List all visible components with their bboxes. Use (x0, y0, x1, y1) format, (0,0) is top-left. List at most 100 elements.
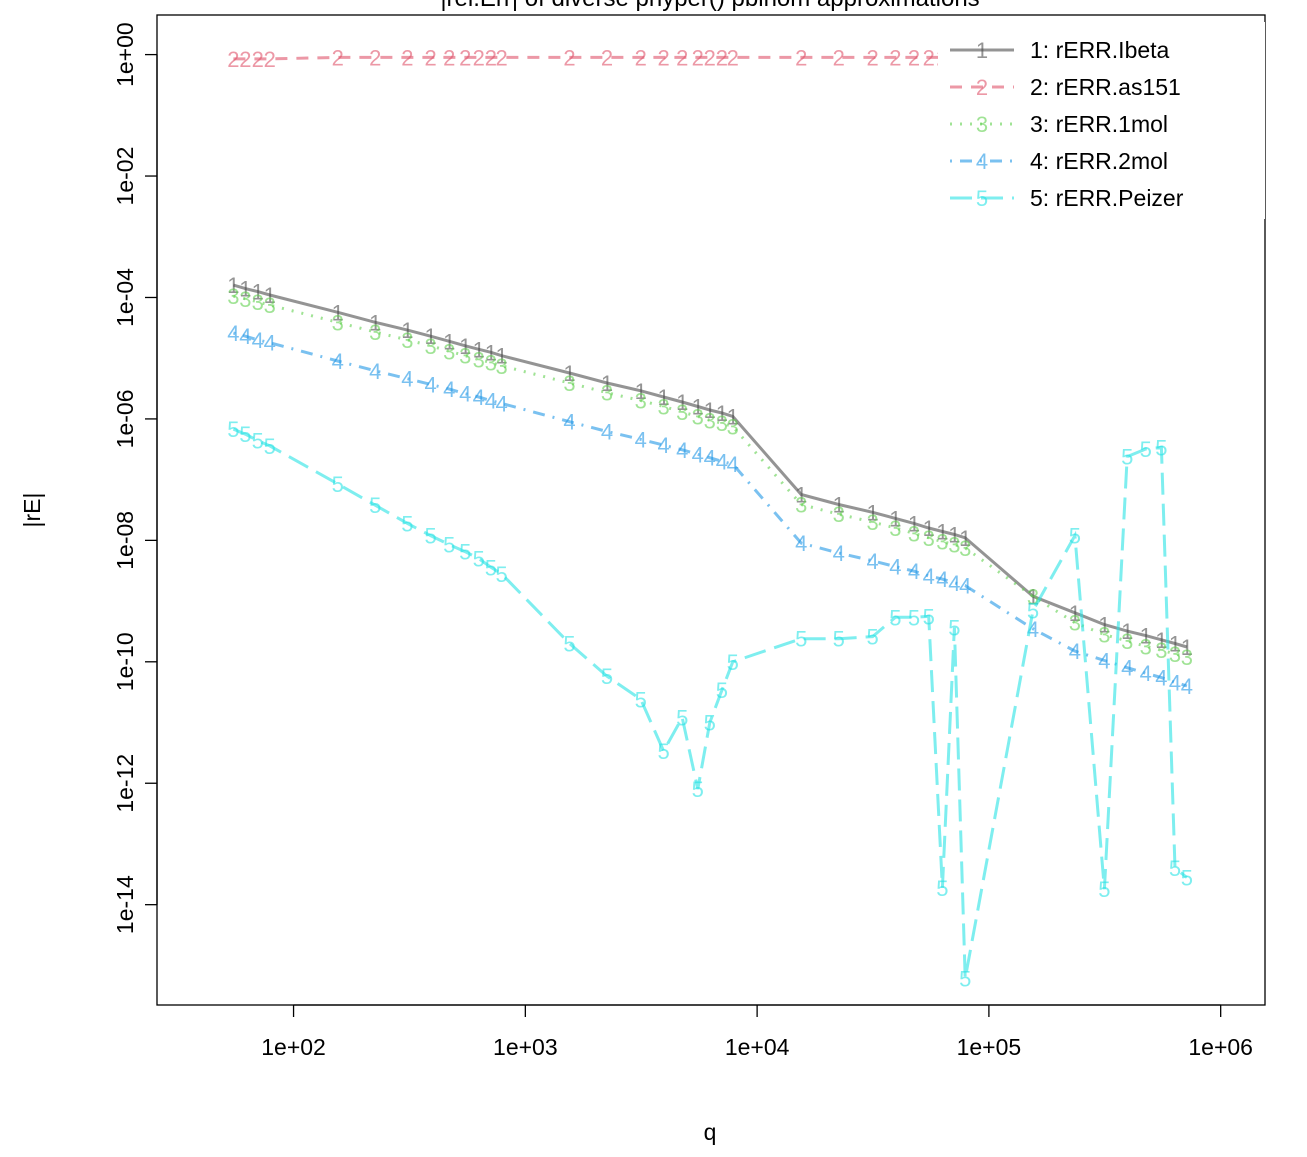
point-marker: 5 (1098, 877, 1110, 902)
legend-label: 3: rERR.1mol (1030, 111, 1168, 137)
point-marker: 3 (227, 284, 239, 309)
point-marker: 5 (866, 625, 878, 650)
point-marker: 3 (495, 354, 507, 379)
point-marker: 1 (227, 273, 239, 298)
point-marker: 1 (332, 300, 344, 325)
point-marker: 1 (833, 493, 845, 518)
point-marker: 5 (485, 555, 497, 580)
legend-item: 1 1: rERR.Ibeta (950, 37, 1170, 63)
legend-item: 3 3: rERR.1mol (950, 111, 1168, 137)
chart-title: |rel.Err| of diverse phyper() pbinom app… (440, 0, 979, 12)
point-marker: 3 (424, 334, 436, 359)
point-marker: 4 (1181, 674, 1193, 699)
point-marker: 1 (727, 404, 739, 429)
point-marker: 1 (1069, 601, 1081, 626)
point-marker: 5 (1181, 866, 1193, 891)
point-marker: 1 (1098, 613, 1110, 638)
point-marker: 5 (676, 706, 688, 731)
point-marker: 3 (485, 351, 497, 376)
x-tick-label: 1e+06 (1188, 1034, 1253, 1060)
point-marker: 1 (239, 277, 251, 302)
point-marker: 4 (889, 555, 901, 580)
x-tick-label: 1e+03 (493, 1034, 558, 1060)
point-marker: 1 (866, 500, 878, 525)
point-marker: 1 (1140, 624, 1152, 649)
point-marker: 4 (1098, 649, 1110, 674)
point-marker: 3 (563, 371, 575, 396)
point-marker: 1 (795, 483, 807, 508)
point-marker: 1 (716, 401, 728, 426)
point-marker: 1 (704, 398, 716, 423)
point-marker: 1 (424, 324, 436, 349)
point-marker: 5 (704, 711, 716, 736)
point-marker: 4 (1140, 661, 1152, 686)
point-marker: 4 (264, 331, 276, 356)
point-marker: 2 (227, 47, 239, 72)
point-marker: 5 (1069, 524, 1081, 549)
point-marker: 5 (473, 547, 485, 572)
point-marker: 1 (1181, 635, 1193, 660)
point-marker: 2 (332, 45, 344, 70)
point-marker: 1 (473, 337, 485, 362)
point-marker: 4 (495, 391, 507, 416)
x-tick-label: 1e+04 (725, 1034, 790, 1060)
point-marker: 3 (369, 320, 381, 345)
y-tick-label: 1e-02 (112, 147, 138, 206)
point-marker: 3 (727, 415, 739, 440)
point-marker: 4 (635, 427, 647, 452)
y-axis-title: |rE| (19, 493, 45, 528)
point-marker: 4 (704, 446, 716, 471)
point-marker: 2 (473, 45, 485, 70)
legend-box (938, 22, 1265, 219)
point-marker: 3 (601, 381, 613, 406)
point-marker: 3 (866, 510, 878, 535)
point-marker: 4 (252, 328, 264, 353)
point-marker: 4 (1169, 670, 1181, 695)
point-marker: 1 (676, 390, 688, 415)
point-marker: 5 (563, 632, 575, 657)
point-marker: 2 (601, 45, 613, 70)
point-marker: 2 (239, 47, 251, 72)
point-marker: 2 (833, 45, 845, 70)
point-marker: 5 (369, 493, 381, 518)
point-marker: 4 (948, 571, 960, 596)
series-line-5 (232, 427, 1188, 979)
y-tick-label: 1e-06 (112, 390, 138, 449)
y-tick-label: 1e-12 (112, 754, 138, 813)
point-marker: 1 (936, 520, 948, 545)
point-marker: 3 (459, 344, 471, 369)
point-marker: 5 (1140, 437, 1152, 462)
legend: 1 1: rERR.Ibeta 2 2: rERR.as151 3 3: rERR.1mo… (938, 22, 1265, 219)
point-marker: 5 (401, 511, 413, 536)
point-marker: 5 (716, 678, 728, 703)
point-marker: 4 (443, 377, 455, 402)
legend-item: 5 5: rERR.Peizer (950, 185, 1184, 211)
point-marker: 5 (1121, 445, 1133, 470)
point-marker: 2 (889, 45, 901, 70)
point-marker: 5 (424, 524, 436, 549)
point-marker: 5 (1027, 599, 1039, 624)
point-marker: 1 (1155, 628, 1167, 653)
point-marker: 1 (495, 344, 507, 369)
point-marker: 4 (401, 367, 413, 392)
point-marker: 4 (727, 452, 739, 477)
point-marker: 5 (795, 627, 807, 652)
y-tick-label: 1e-10 (112, 632, 138, 691)
point-marker: 2 (264, 47, 276, 72)
point-marker: 3 (1140, 634, 1152, 659)
point-marker: 1 (1169, 632, 1181, 657)
point-marker: 2 (459, 45, 471, 70)
point-marker: 3 (657, 395, 669, 420)
point-marker: 1 (459, 334, 471, 359)
point-marker: 3 (1181, 645, 1193, 670)
point-marker: 5 (443, 533, 455, 558)
point-marker: 5 (239, 422, 251, 447)
point-marker: 1 (959, 526, 971, 551)
point-marker: 4 (227, 321, 239, 346)
point-marker: 1 (601, 371, 613, 396)
point-marker: 3 (704, 408, 716, 433)
x-axis: 1e+02 1e+03 1e+04 1e+05 1e+06 (261, 1004, 1253, 1060)
legend-symbol: 5 (976, 186, 988, 211)
